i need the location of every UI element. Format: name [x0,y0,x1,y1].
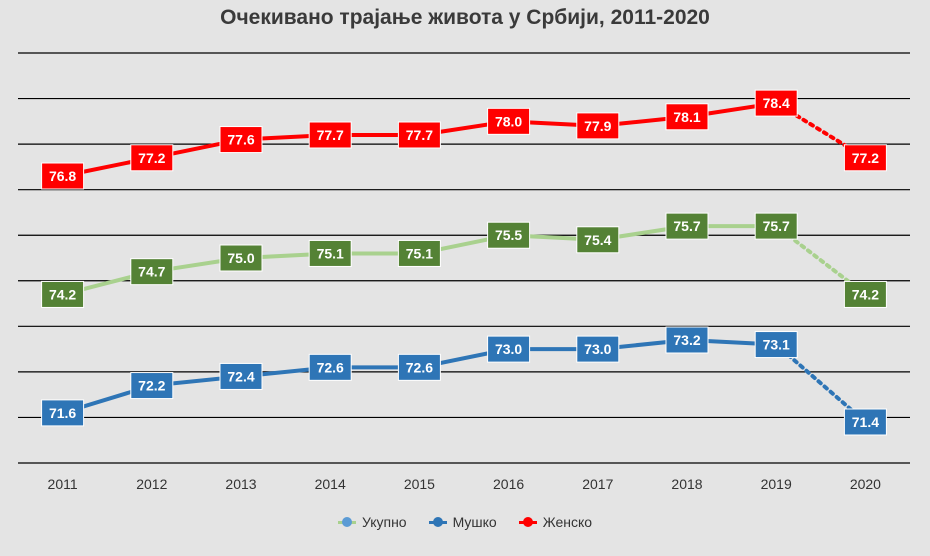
data-label-box [130,144,174,172]
data-label: 71.6 [49,405,76,421]
data-label: 78.4 [763,95,790,111]
x-tick-label: 2012 [136,476,167,492]
data-label-box [308,121,352,149]
data-label: 72.6 [406,359,433,375]
x-tick-label: 2017 [582,476,613,492]
data-label-box [665,326,709,354]
data-label-box [576,335,620,363]
data-label-box [576,112,620,140]
x-tick-label: 2019 [761,476,792,492]
data-label: 75.4 [584,232,611,248]
data-label-box [219,362,263,390]
data-label: 72.6 [317,359,344,375]
data-label: 73.0 [584,341,611,357]
data-label-box [665,212,709,240]
chart-legend: Укупно Мушко Женско [0,514,930,530]
data-label-box [397,239,441,267]
data-label: 72.2 [138,378,165,394]
data-label-box [41,162,85,190]
data-label: 75.0 [227,250,254,266]
legend-marker-icon [518,516,537,528]
data-label: 73.0 [495,341,522,357]
legend-label: Укупно [361,514,407,530]
data-label: 71.4 [852,414,879,430]
data-label: 77.2 [138,150,165,166]
x-tick-label: 2018 [671,476,702,492]
legend-item: Укупно [337,514,407,530]
x-tick-label: 2014 [315,476,346,492]
data-label: 78.0 [495,113,522,129]
data-label-box [487,335,531,363]
data-label: 73.2 [673,332,700,348]
data-label-box [308,239,352,267]
data-label: 75.5 [495,227,522,243]
data-label: 74.2 [49,286,76,302]
legend-item: Женско [518,514,593,530]
data-label: 75.1 [317,245,344,261]
data-label: 78.1 [673,109,700,125]
data-label-box [576,226,620,254]
data-label-box [843,280,887,308]
data-label-box [397,353,441,381]
data-label: 75.1 [406,245,433,261]
data-label-box [754,89,798,117]
data-label-box [397,121,441,149]
data-label: 74.7 [138,264,165,280]
x-tick-label: 2011 [48,476,78,492]
legend-label: Женско [542,514,593,530]
data-label: 77.2 [852,150,879,166]
data-label: 77.9 [584,118,611,134]
data-label-box [130,258,174,286]
data-label-box [41,399,85,427]
data-label-box [219,126,263,154]
chart-title: Очекивано трајање живота у Србији, 2011-… [220,6,710,29]
data-label: 75.7 [763,218,790,234]
legend-marker-icon [337,516,356,528]
data-label: 74.2 [852,286,879,302]
data-label-box [487,221,531,249]
data-label: 73.1 [763,337,790,353]
data-label: 72.4 [227,368,254,384]
data-label: 76.8 [49,168,76,184]
data-label-box [41,280,85,308]
legend-item: Мушко [428,514,497,530]
data-label: 75.7 [673,218,700,234]
data-label: 77.6 [227,132,254,148]
data-label-box [754,212,798,240]
data-label-box [665,103,709,131]
x-tick-label: 2013 [225,476,256,492]
x-tick-label: 2020 [850,476,881,492]
data-label-box [843,408,887,436]
data-label: 77.7 [317,127,344,143]
legend-label: Мушко [452,514,497,530]
data-label-box [130,372,174,400]
data-label: 77.7 [406,127,433,143]
legend-marker-icon [428,516,447,528]
data-label-box [487,107,531,135]
data-label-box [843,144,887,172]
data-label-box [754,331,798,359]
data-label-box [219,244,263,272]
data-label-box [308,353,352,381]
x-tick-label: 2015 [404,476,435,492]
x-tick-label: 2016 [493,476,524,492]
